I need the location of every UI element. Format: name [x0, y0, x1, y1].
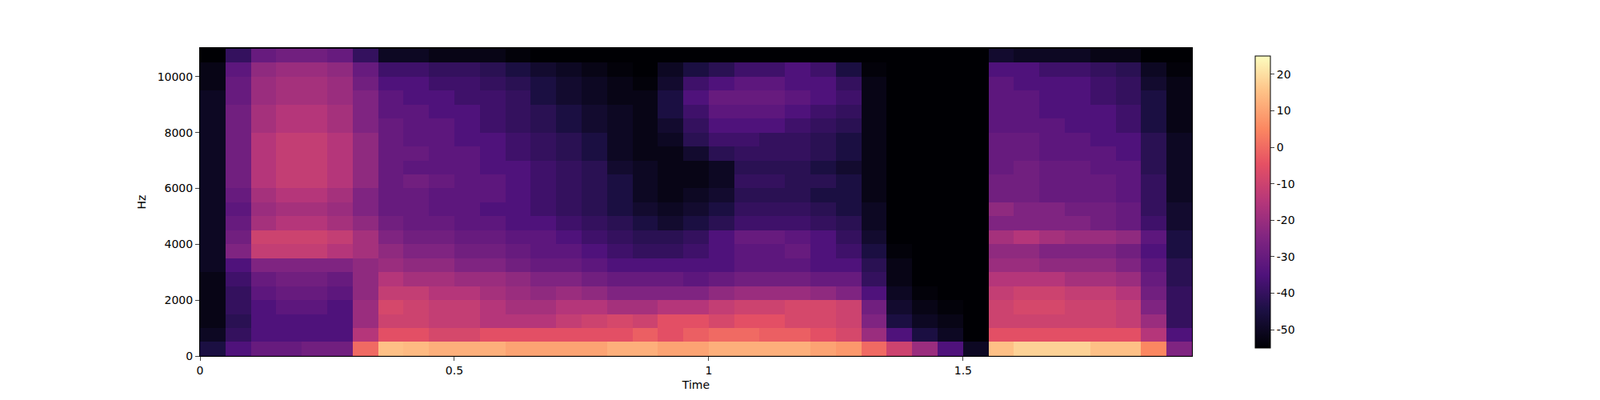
svg-text:4000: 4000	[164, 237, 194, 251]
svg-text:-40: -40	[1276, 286, 1296, 300]
svg-text:20: 20	[1276, 68, 1292, 81]
svg-text:10: 10	[1276, 104, 1292, 117]
svg-text:0: 0	[185, 349, 193, 363]
svg-text:0.5: 0.5	[445, 364, 464, 377]
svg-text:-20: -20	[1276, 213, 1296, 227]
svg-text:Hz: Hz	[135, 195, 148, 210]
svg-text:1.5: 1.5	[954, 364, 972, 377]
svg-text:-50: -50	[1276, 323, 1296, 336]
svg-text:2000: 2000	[164, 293, 194, 307]
svg-text:-30: -30	[1276, 250, 1296, 264]
svg-text:-10: -10	[1276, 177, 1296, 191]
svg-text:0: 0	[196, 364, 204, 377]
svg-text:Time: Time	[681, 378, 710, 392]
svg-text:10000: 10000	[157, 70, 194, 84]
svg-text:6000: 6000	[164, 181, 194, 195]
svg-text:8000: 8000	[164, 126, 194, 140]
svg-text:1: 1	[704, 364, 712, 377]
svg-text:0: 0	[1276, 140, 1284, 154]
